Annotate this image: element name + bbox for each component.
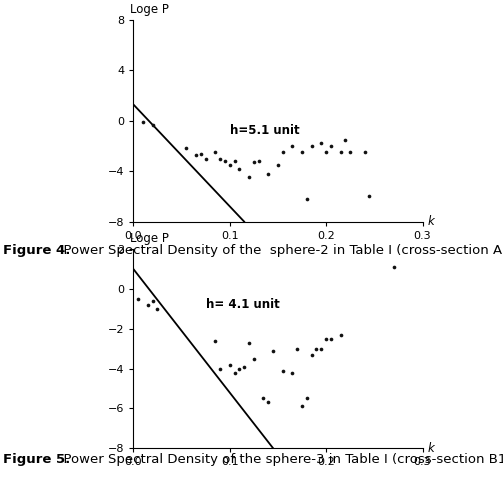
Text: Loge P: Loge P [130, 3, 170, 16]
Point [308, 142, 316, 150]
Point [221, 157, 229, 165]
Point [250, 158, 258, 166]
Point [361, 148, 369, 156]
Point [216, 365, 224, 373]
Point [226, 161, 234, 169]
Point [134, 295, 142, 303]
Point [250, 355, 258, 363]
Point [197, 149, 205, 157]
Point [260, 394, 268, 402]
Point [274, 161, 282, 169]
Point [279, 367, 287, 374]
Point [317, 139, 325, 147]
Point [317, 345, 325, 353]
Text: k: k [428, 215, 434, 228]
Point [308, 351, 316, 359]
Point [327, 142, 335, 150]
Point [327, 335, 335, 343]
Point [148, 297, 156, 305]
Point [293, 345, 301, 353]
Point [139, 118, 147, 126]
Text: Power Spectral Density of the sphere-3 in Table I (cross-section B1-B2).: Power Spectral Density of the sphere-3 i… [55, 453, 503, 466]
Point [288, 142, 296, 150]
Point [230, 157, 238, 165]
Text: Power Spectral Density of the  sphere-2 in Table I (cross-section A1-A2).: Power Spectral Density of the sphere-2 i… [55, 244, 503, 257]
Text: h=5.1 unit: h=5.1 unit [230, 124, 299, 137]
Text: Figure 5.: Figure 5. [3, 453, 70, 466]
Point [303, 195, 311, 203]
Point [279, 148, 287, 156]
Text: Loge P: Loge P [130, 232, 170, 245]
Point [264, 170, 272, 178]
Point [148, 121, 156, 128]
Point [389, 263, 397, 271]
Point [216, 154, 224, 162]
Point [153, 305, 161, 313]
Point [342, 135, 350, 143]
Point [230, 369, 238, 376]
Point [211, 148, 219, 156]
Point [235, 365, 243, 373]
Point [211, 337, 219, 345]
Point [240, 363, 248, 371]
Point [255, 157, 263, 165]
Point [192, 151, 200, 159]
Point [322, 148, 330, 156]
Point [337, 148, 345, 156]
Point [182, 144, 190, 152]
Point [288, 369, 296, 376]
Text: k: k [428, 442, 434, 455]
Text: h= 4.1 unit: h= 4.1 unit [206, 298, 279, 311]
Point [245, 173, 253, 181]
Point [298, 148, 306, 156]
Point [269, 347, 277, 355]
Text: Figure 4.: Figure 4. [3, 244, 70, 257]
Point [144, 301, 152, 309]
Point [366, 192, 374, 200]
Point [298, 402, 306, 410]
Point [346, 148, 354, 156]
Point [312, 345, 320, 353]
Point [202, 154, 210, 162]
Point [235, 165, 243, 173]
Point [337, 331, 345, 339]
Point [322, 335, 330, 343]
Point [264, 398, 272, 406]
Point [245, 339, 253, 347]
Point [226, 361, 234, 369]
Point [303, 394, 311, 402]
